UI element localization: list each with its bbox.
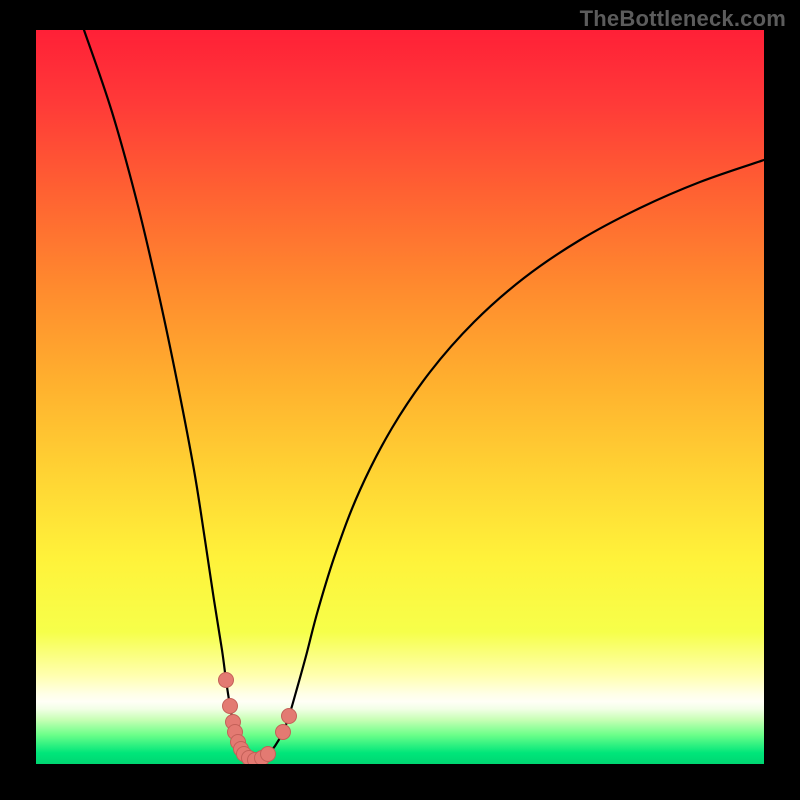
watermark-text: TheBottleneck.com	[580, 6, 786, 32]
chart-svg	[0, 0, 800, 800]
chart-root: TheBottleneck.com	[0, 0, 800, 800]
curve-marker	[261, 747, 276, 762]
curve-marker	[223, 699, 238, 714]
curve-marker	[219, 673, 234, 688]
curve-marker	[282, 709, 297, 724]
curve-marker	[276, 725, 291, 740]
plot-gradient-background	[36, 30, 764, 764]
